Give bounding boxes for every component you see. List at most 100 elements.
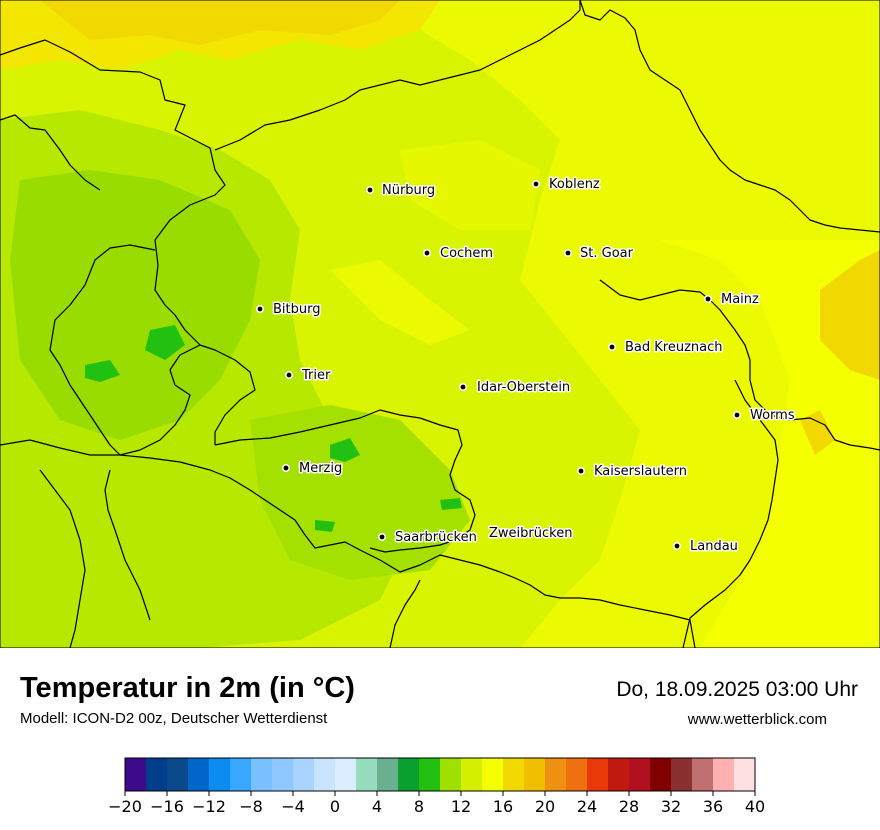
city-marker [284,370,293,379]
city-label: Bad Kreuznach [625,340,723,355]
colorbar-swatch [671,758,693,791]
zone-green-saar [250,405,470,580]
city-nuerburg[interactable]: Nürburg [365,182,437,200]
colorbar-swatch [587,758,609,791]
city-label: Saarbrücken [395,530,477,545]
city-label: Cochem [440,246,493,261]
border-nrw-rlp [214,0,581,151]
city-zweibruecken[interactable]: Zweibrücken [488,525,574,543]
city-trier[interactable]: Trier [284,367,332,385]
border-saar-interior [104,469,151,621]
border-belgium-germany [0,39,256,445]
colorbar-swatch [440,758,462,791]
city-merzig[interactable]: Merzig [281,460,344,478]
border-hesse-rlp [579,0,880,233]
model-info: Modell: ICON-D2 00z, Deutscher Wetterdie… [20,710,328,727]
colorbar-tick-label: 40 [745,797,765,816]
colorbar-tick-label: 12 [451,797,471,816]
colorbar-swatch [293,758,315,791]
city-marker [703,294,712,303]
colorbar-swatch [482,758,504,791]
colorbar-swatch [398,758,420,791]
colorbar-tick-label: 20 [535,797,555,816]
cool-patch-2 [85,360,120,382]
colorbar-tick-label: 16 [493,797,513,816]
colorbar-swatch [461,758,483,791]
city-worms[interactable]: Worms [732,407,796,425]
colorbar-swatch [692,758,714,791]
colorbar-tick-label: 32 [661,797,681,816]
colorbar-tick-label: 36 [703,797,723,816]
city-label: Mainz [721,292,759,307]
city-label: Worms [750,408,795,423]
city-bad-kreuznach[interactable]: Bad Kreuznach [607,339,724,357]
colorbar-swatch [713,758,735,791]
border-luxembourg [49,244,201,456]
city-label: St. Goar [580,246,634,261]
city-marker [576,466,585,475]
colorbar-swatch [734,758,756,791]
valid-datetime: Do, 18.09.2025 03:00 Uhr [616,678,858,701]
colorbar-swatch [125,758,147,791]
colorbar-tick-label: −16 [150,797,184,816]
city-marker [672,541,681,550]
temperature-colorbar: −20 −16 −12 −8 −4 0 4 8 12 16 20 24 28 32 36 40 [108,757,765,816]
warm-spot-east [820,250,880,380]
colorbar-swatch [209,758,231,791]
city-mainz[interactable]: Mainz [703,291,761,309]
city-label: Merzig [299,461,342,476]
colorbar-swatch [566,758,588,791]
mosel-warm-corridor [330,260,470,345]
warm-spot-east-2 [800,410,835,455]
colorbar-swatch [524,758,546,791]
city-koblenz[interactable]: Koblenz [531,176,601,194]
city-label: Koblenz [549,177,600,192]
city-label: Bitburg [273,302,321,317]
city-marker [563,249,572,258]
colorbar-swatch [608,758,630,791]
colorbar-tick-label: 28 [619,797,639,816]
colorbar-swatch [629,758,651,791]
border-lux-east-spur [0,114,101,191]
cool-patch-1 [145,325,185,360]
city-label: Landau [690,539,738,554]
city-marker [732,410,741,419]
city-idar-oberstein[interactable]: Idar-Oberstein [458,379,572,397]
colorbar-ticks: −20 −16 −12 −8 −4 0 4 8 12 16 20 24 28 32 36 40 [108,791,765,816]
cool-patch-5 [440,498,462,510]
city-label: Kaiserslautern [594,464,687,479]
city-marker [377,532,386,541]
border-rhine-east [682,379,779,648]
border-france-saarland [0,439,696,648]
colorbar-tick-label: 0 [330,797,340,816]
colorbar-tick-label: 4 [372,797,382,816]
border-saarland-rlp [214,409,476,553]
city-kaiserslautern[interactable]: Kaiserslautern [576,463,689,481]
city-landau[interactable]: Landau [672,538,739,556]
border-rlp-bw [599,279,880,451]
border-west-south [39,469,86,648]
city-saarbruecken[interactable]: Saarbrücken [377,529,478,547]
city-bitburg[interactable]: Bitburg [255,301,322,319]
website-link[interactable]: www.wetterblick.com [687,711,827,728]
city-marker [365,186,374,195]
colorbar-swatch [419,758,441,791]
colorbar-swatch [146,758,168,791]
colorbar-tick-label: −4 [281,797,305,816]
colorbar-swatch [377,758,399,791]
colorbar-swatch [272,758,294,791]
colorbar-tick-label: −8 [239,797,263,816]
colorbar-swatches [125,758,756,791]
city-st-goar[interactable]: St. Goar [563,245,635,263]
city-marker [255,304,264,313]
warm-zone-north-core [40,0,400,45]
colorbar-swatch [335,758,357,791]
colorbar-swatch [356,758,378,791]
city-cochem[interactable]: Cochem [422,245,495,263]
zone-green-core [10,170,260,440]
city-marker [422,249,431,258]
colorbar-swatch [230,758,252,791]
colorbar-swatch [503,758,525,791]
cool-patch-4 [315,520,335,532]
city-marker [607,342,616,351]
